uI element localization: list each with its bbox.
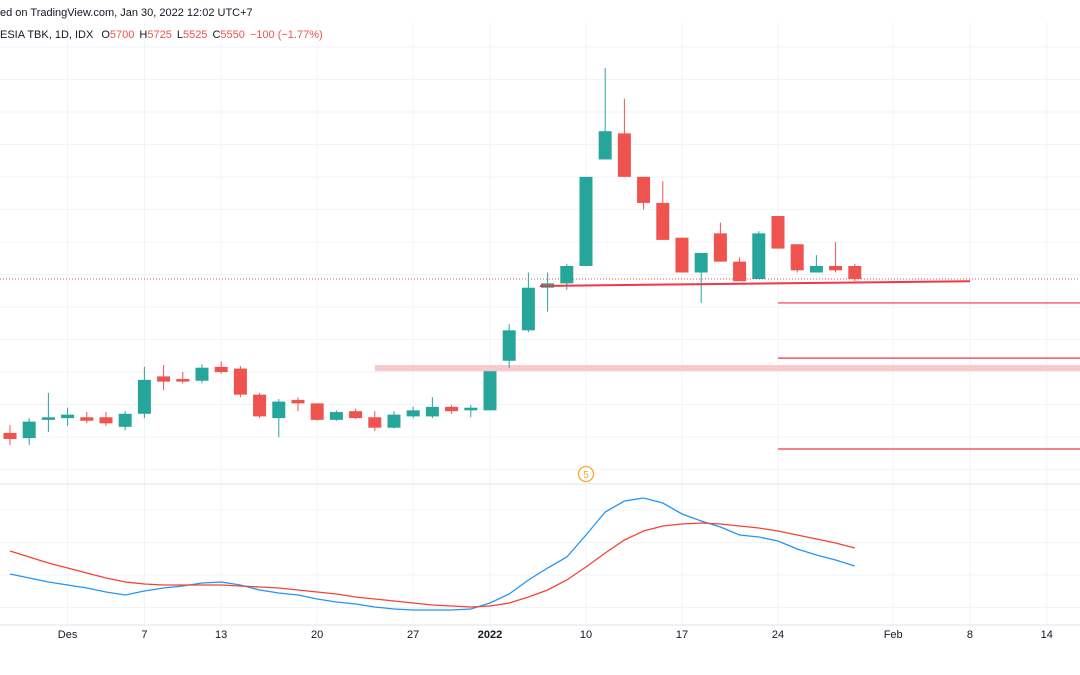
candle-body xyxy=(61,414,75,419)
candle-body xyxy=(733,261,747,282)
candle-body xyxy=(617,133,631,177)
candle-body xyxy=(829,265,843,271)
candle-body xyxy=(521,287,535,331)
time-axis: Des 7 13 20 27 2022 10 17 24 Feb 8 14 xyxy=(58,629,1053,641)
candle-body xyxy=(771,215,785,249)
field-label: C xyxy=(212,29,220,41)
candle-body xyxy=(406,410,420,417)
field-label: H xyxy=(139,29,147,41)
candle-body xyxy=(310,403,324,420)
indicator-line xyxy=(9,522,855,608)
candle-body xyxy=(272,401,286,419)
candle-body xyxy=(694,252,708,273)
change: −100 (−1.77%) xyxy=(250,29,323,41)
candle-body xyxy=(176,379,190,382)
candle-body xyxy=(3,432,17,440)
x-tick-label: 27 xyxy=(407,629,419,641)
x-tick-label: Des xyxy=(58,629,78,641)
candle-body xyxy=(790,244,804,271)
legend-line: ESIA TBK, 1D, IDX O5700 H5725 L5525 C5550 −10… xyxy=(0,29,323,41)
field-label: O xyxy=(101,29,110,41)
candle-body xyxy=(214,366,228,373)
symbol: ESIA TBK, 1D, IDX xyxy=(0,29,94,41)
candle-body xyxy=(464,407,478,411)
candle-body xyxy=(22,421,36,439)
candle-body xyxy=(713,233,727,262)
candle-body xyxy=(253,394,267,417)
price-zone xyxy=(374,365,1080,372)
candle-body xyxy=(675,237,689,273)
candle-body xyxy=(387,414,401,428)
x-tick-label: 10 xyxy=(580,629,592,641)
x-tick-label: 24 xyxy=(772,629,784,641)
candle-body xyxy=(137,379,151,414)
candle-body xyxy=(157,376,171,382)
candle-body xyxy=(752,233,766,280)
candle-body xyxy=(368,417,382,428)
price-pane: 5 xyxy=(0,68,1080,483)
source-line: ed on TradingView.com, Jan 30, 2022 12:0… xyxy=(0,7,253,19)
header: ed on TradingView.com, Jan 30, 2022 12:0… xyxy=(0,7,323,41)
field-label: L xyxy=(177,29,183,41)
candle-body xyxy=(99,417,113,424)
candle-body xyxy=(445,406,459,412)
event-label: 5 xyxy=(583,470,589,481)
candle-body xyxy=(118,413,132,427)
x-tick-label: 8 xyxy=(967,629,973,641)
horizontal-grid xyxy=(0,46,1080,608)
candle-body xyxy=(483,371,497,411)
trend-line xyxy=(539,280,970,287)
x-tick-label: 14 xyxy=(1041,629,1053,641)
x-tick-label: 17 xyxy=(676,629,688,641)
vertical-grid xyxy=(67,22,1048,625)
candle-body xyxy=(329,412,343,420)
candle-body xyxy=(848,265,862,280)
candle-body xyxy=(598,131,612,160)
x-tick-label: Feb xyxy=(884,629,903,641)
field-value: 5525 xyxy=(183,29,207,41)
candle-body xyxy=(195,367,209,381)
candle-body xyxy=(233,368,247,395)
indicator-pane xyxy=(9,497,855,611)
candle-body xyxy=(502,330,516,361)
candle-body xyxy=(349,411,363,419)
candle-body xyxy=(579,176,593,266)
field-value: 5550 xyxy=(220,29,244,41)
field-value: 5700 xyxy=(110,29,134,41)
field-value: 5725 xyxy=(147,29,171,41)
candle-body xyxy=(291,399,305,404)
candle-body xyxy=(41,417,55,420)
event-marker xyxy=(577,465,595,483)
x-tick-label: 2022 xyxy=(478,629,502,641)
x-tick-label: 7 xyxy=(141,629,147,641)
candle-body xyxy=(637,176,651,203)
x-tick-label: 20 xyxy=(311,629,323,641)
candle-body xyxy=(560,265,574,284)
candle-body xyxy=(809,265,823,273)
x-tick-label: 13 xyxy=(215,629,227,641)
indicator-line xyxy=(9,497,855,611)
candle-body xyxy=(425,406,439,417)
candle-body xyxy=(80,417,94,421)
candle-body xyxy=(656,202,670,240)
